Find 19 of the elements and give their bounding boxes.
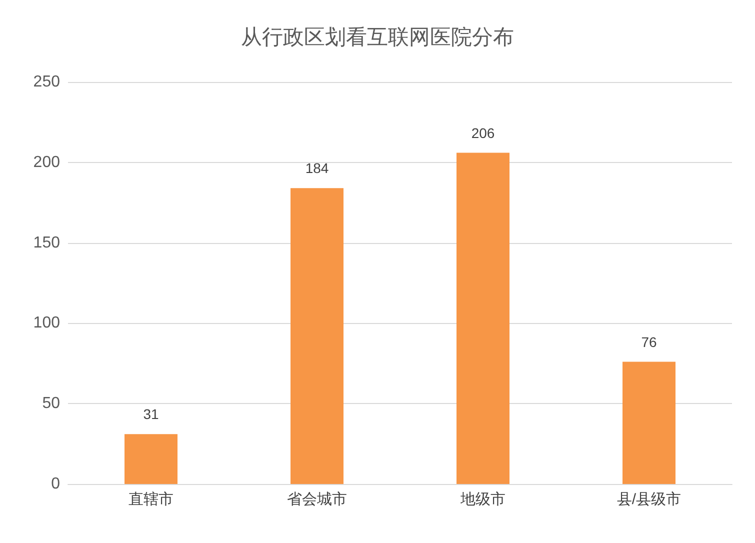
y-tick-label: 150 — [33, 234, 60, 252]
y-tick-label: 100 — [33, 314, 60, 332]
data-label: 184 — [305, 160, 329, 176]
data-label: 31 — [143, 406, 159, 422]
data-label: 206 — [471, 124, 495, 141]
x-tick-label: 县/县级市 — [616, 491, 682, 508]
y-tick-label: 200 — [33, 154, 60, 171]
x-tick-label: 地级市 — [460, 491, 506, 508]
bar — [622, 362, 676, 484]
y-tick-label: 0 — [51, 476, 60, 492]
bar — [290, 188, 344, 484]
bar — [456, 152, 510, 484]
bar — [124, 434, 178, 484]
x-tick-label: 省会城市 — [287, 491, 347, 508]
data-label: 76 — [641, 334, 657, 350]
x-tick-label: 直辖市 — [128, 491, 174, 508]
y-tick-label: 250 — [33, 74, 60, 90]
y-tick-label: 50 — [42, 395, 60, 412]
chart-title: 从行政区划看互联网医院分布 — [241, 26, 514, 49]
